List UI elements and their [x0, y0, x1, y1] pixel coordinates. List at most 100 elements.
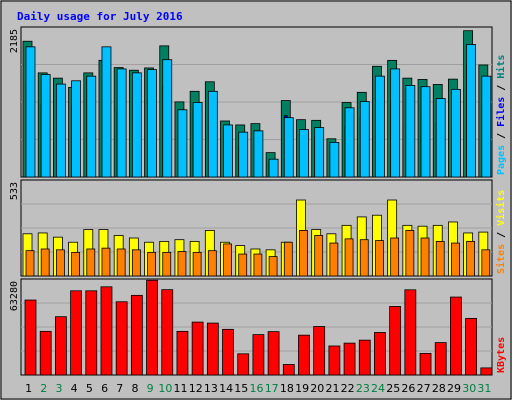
bar-kbytes-day-24 [374, 332, 386, 376]
bar-sites-day-4 [71, 251, 80, 277]
bar-sites-day-7 [116, 248, 126, 277]
bar-pages-day-23 [359, 101, 370, 178]
day-label-2: 2 [40, 382, 47, 395]
bar-pages-day-8 [131, 72, 142, 178]
bar-kbytes-day-7 [115, 301, 128, 376]
chart-panels: 2185 Pages / Files / Hits 533 Sites / Visit… [9, 26, 507, 376]
bar-pages-day-10 [162, 59, 173, 178]
bar-sites-day-2 [40, 248, 50, 277]
legend-entry: Hits [495, 55, 507, 79]
bar-kbytes-day-30 [465, 317, 478, 376]
bar-kbytes-day-18 [282, 364, 295, 376]
day-label-3: 3 [55, 382, 62, 395]
day-axis: 1 2 3 4 5 6 7 8 9 10 11 12 13 14 15 16 17 18 19 20 21 22 23 24 2… [25, 382, 491, 395]
bar-sites-day-1 [25, 250, 35, 277]
bar-kbytes-day-28 [434, 342, 447, 376]
bar-pages-day-7 [116, 68, 127, 178]
bar-sites-day-9 [147, 251, 156, 277]
bar-kbytes-day-11 [176, 330, 189, 376]
chart-title: Daily usage for July 2016 [17, 10, 183, 23]
bar-sites-day-23 [359, 239, 369, 277]
day-label-4: 4 [71, 382, 78, 395]
bar-sites-day-25 [390, 237, 400, 277]
bar-kbytes-day-13 [206, 322, 219, 376]
series-legend: KBytes [496, 337, 507, 373]
bar-kbytes-day-3 [54, 316, 67, 376]
day-label-16: 16 [250, 382, 264, 395]
bar-kbytes-day-23 [358, 339, 371, 376]
bar-sites-day-13 [207, 250, 217, 277]
legend-entry: KBytes [496, 337, 507, 373]
bar-pages-day-31 [481, 75, 492, 178]
bar-kbytes-day-29 [450, 296, 462, 376]
legend-entry: Pages [496, 145, 507, 175]
bar-kbytes-day-5 [85, 290, 98, 376]
bar-pages-day-26 [405, 84, 416, 178]
bar-pages-day-4 [71, 80, 81, 178]
bar-pages-day-1 [25, 46, 36, 178]
day-label-29: 29 [447, 382, 461, 395]
day-label-15: 15 [234, 382, 248, 395]
bar-kbytes-day-16 [252, 334, 265, 376]
bar-pages-day-29 [451, 88, 461, 178]
bar-sites-day-17 [268, 256, 278, 277]
day-label-10: 10 [158, 382, 172, 395]
bar-sites-day-24 [375, 240, 384, 277]
bar-pages-day-18 [283, 117, 294, 178]
panel-top: 2185 Pages / Files / Hits [9, 26, 507, 178]
day-label-24: 24 [371, 382, 385, 395]
panel-middle: 533 Sites / Visits [9, 179, 507, 277]
day-label-31: 31 [477, 382, 491, 395]
bar-pages-day-15 [238, 131, 249, 178]
bar-pages-day-27 [420, 86, 431, 178]
panel-bottom: 63280 KBytes [9, 278, 507, 376]
bar-kbytes-day-8 [130, 294, 143, 376]
bar-kbytes-day-27 [419, 352, 432, 376]
bar-pages-day-6 [101, 46, 112, 178]
bar-kbytes-day-19 [298, 334, 310, 376]
bar-kbytes-day-12 [191, 321, 204, 376]
day-label-19: 19 [295, 382, 309, 395]
bar-pages-day-28 [435, 98, 446, 178]
bar-pages-day-19 [299, 129, 309, 178]
bar-sites-day-3 [55, 249, 65, 277]
bar-pages-day-13 [207, 90, 218, 178]
bar-pages-day-9 [147, 69, 157, 178]
bar-pages-day-3 [55, 83, 66, 178]
day-label-27: 27 [417, 382, 431, 395]
bar-kbytes-day-31 [480, 367, 493, 376]
legend-entry: / [496, 127, 507, 145]
day-label-25: 25 [386, 382, 400, 395]
bar-kbytes-day-14 [222, 328, 234, 376]
bar-kbytes-day-25 [389, 306, 402, 376]
bar-sites-day-14 [223, 243, 232, 277]
bar-sites-day-28 [435, 240, 445, 277]
bar-pages-day-30 [466, 44, 477, 178]
bar-kbytes-day-15 [237, 353, 250, 376]
bar-kbytes-day-1 [24, 299, 37, 376]
day-label-21: 21 [325, 382, 339, 395]
bar-sites-day-20 [314, 235, 324, 277]
bar-sites-day-19 [299, 230, 308, 277]
day-label-22: 22 [341, 382, 355, 395]
day-label-20: 20 [310, 382, 324, 395]
day-label-30: 30 [462, 382, 476, 395]
legend-entry: / [496, 226, 507, 244]
day-label-5: 5 [86, 382, 93, 395]
bar-sites-day-26 [405, 230, 415, 277]
bar-kbytes-day-20 [313, 326, 326, 376]
bar-sites-day-12 [192, 251, 202, 277]
bar-sites-day-11 [177, 251, 187, 277]
bar-pages-day-21 [329, 142, 340, 178]
bar-pages-day-12 [192, 102, 203, 178]
day-label-23: 23 [356, 382, 370, 395]
legend-entry: Sites [495, 244, 507, 274]
legend-entry: / [496, 79, 507, 97]
bar-pages-day-25 [390, 68, 401, 178]
bar-pages-day-14 [223, 124, 233, 178]
bar-kbytes-day-22 [343, 342, 356, 376]
day-label-1: 1 [25, 382, 32, 395]
